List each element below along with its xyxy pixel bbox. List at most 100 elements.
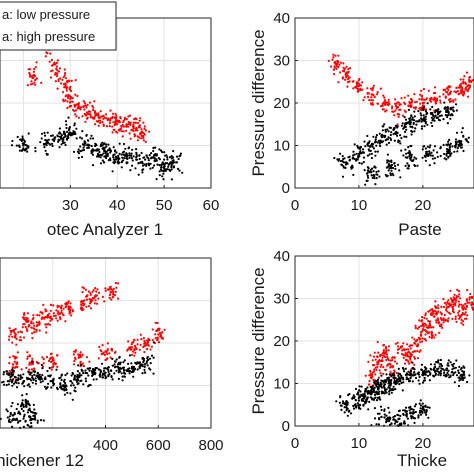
- data-point: [444, 106, 447, 109]
- data-point: [34, 78, 37, 82]
- data-point: [388, 423, 392, 426]
- data-point: [25, 376, 28, 379]
- data-point: [357, 404, 360, 407]
- data-point: [423, 369, 426, 373]
- data-point: [115, 358, 118, 361]
- data-point: [462, 80, 465, 84]
- data-point: [384, 110, 387, 113]
- x-tick-label: 40: [109, 197, 126, 214]
- data-point: [79, 379, 82, 383]
- data-point: [108, 352, 111, 355]
- data-point: [146, 364, 149, 367]
- data-point: [366, 396, 369, 400]
- data-point: [21, 142, 24, 145]
- data-point: [371, 387, 374, 390]
- data-point: [72, 353, 75, 356]
- data-point: [330, 65, 333, 68]
- data-point: [455, 109, 458, 112]
- data-point: [396, 134, 399, 137]
- data-point: [367, 408, 370, 411]
- data-point: [77, 356, 80, 359]
- data-point: [408, 345, 411, 348]
- data-point: [142, 156, 145, 159]
- data-point: [55, 72, 59, 75]
- data-point: [413, 405, 416, 408]
- data-point: [136, 121, 139, 125]
- data-point: [359, 395, 362, 398]
- data-point: [447, 88, 450, 92]
- data-point: [372, 135, 375, 138]
- data-point: [8, 420, 11, 423]
- data-point: [136, 135, 139, 138]
- data-point: [385, 358, 388, 362]
- data-point: [425, 108, 428, 111]
- data-point: [378, 383, 381, 386]
- x-axis-label-bottom-right: Thicke: [397, 451, 447, 470]
- data-point: [135, 151, 138, 154]
- data-point: [403, 116, 406, 119]
- data-point: [72, 378, 76, 381]
- data-point: [129, 169, 132, 172]
- data-point: [418, 119, 421, 122]
- data-point: [367, 360, 370, 363]
- data-point: [377, 139, 380, 142]
- data-point: [435, 116, 438, 120]
- data-point: [345, 407, 348, 410]
- data-point: [161, 331, 164, 334]
- data-point: [29, 419, 32, 422]
- data-point: [30, 321, 33, 325]
- data-point: [166, 162, 169, 165]
- data-point: [343, 411, 346, 414]
- data-point: [83, 102, 86, 105]
- data-point: [362, 404, 365, 407]
- data-point: [399, 377, 402, 380]
- data-point: [427, 310, 430, 313]
- data-point: [86, 294, 89, 297]
- data-point: [25, 317, 28, 320]
- data-point: [375, 423, 378, 426]
- data-point: [460, 90, 463, 93]
- data-point: [409, 144, 412, 148]
- data-point: [134, 167, 137, 170]
- data-point: [154, 146, 157, 149]
- data-point: [120, 153, 123, 156]
- data-point: [45, 331, 48, 334]
- data-point: [45, 144, 48, 147]
- data-point: [85, 305, 88, 308]
- data-point: [403, 135, 406, 138]
- data-point: [115, 157, 119, 160]
- data-point: [387, 164, 390, 167]
- data-point: [444, 113, 447, 117]
- data-point: [374, 391, 377, 394]
- data-point: [72, 310, 75, 313]
- data-point: [422, 108, 425, 111]
- data-point: [108, 293, 111, 297]
- data-point: [450, 371, 453, 374]
- data-point: [383, 408, 386, 411]
- data-point: [13, 366, 16, 369]
- data-point: [413, 363, 416, 366]
- data-point: [393, 102, 397, 105]
- data-point: [129, 123, 132, 126]
- data-point: [427, 89, 430, 92]
- data-point: [446, 106, 449, 109]
- data-point: [97, 297, 100, 300]
- data-point: [75, 103, 78, 106]
- data-point: [376, 378, 380, 381]
- data-point: [130, 346, 134, 349]
- x-tick-label: 20: [415, 435, 432, 452]
- data-point: [417, 373, 420, 376]
- data-point: [455, 320, 458, 323]
- data-point: [374, 366, 377, 369]
- data-point: [29, 373, 32, 376]
- data-point: [442, 143, 445, 147]
- data-point: [383, 355, 386, 358]
- data-point: [461, 378, 464, 382]
- data-point: [394, 131, 397, 134]
- data-point: [95, 149, 99, 152]
- data-point: [56, 354, 59, 357]
- data-point: [43, 134, 47, 137]
- data-point: [49, 76, 53, 79]
- data-point: [373, 363, 376, 367]
- data-point: [66, 100, 69, 103]
